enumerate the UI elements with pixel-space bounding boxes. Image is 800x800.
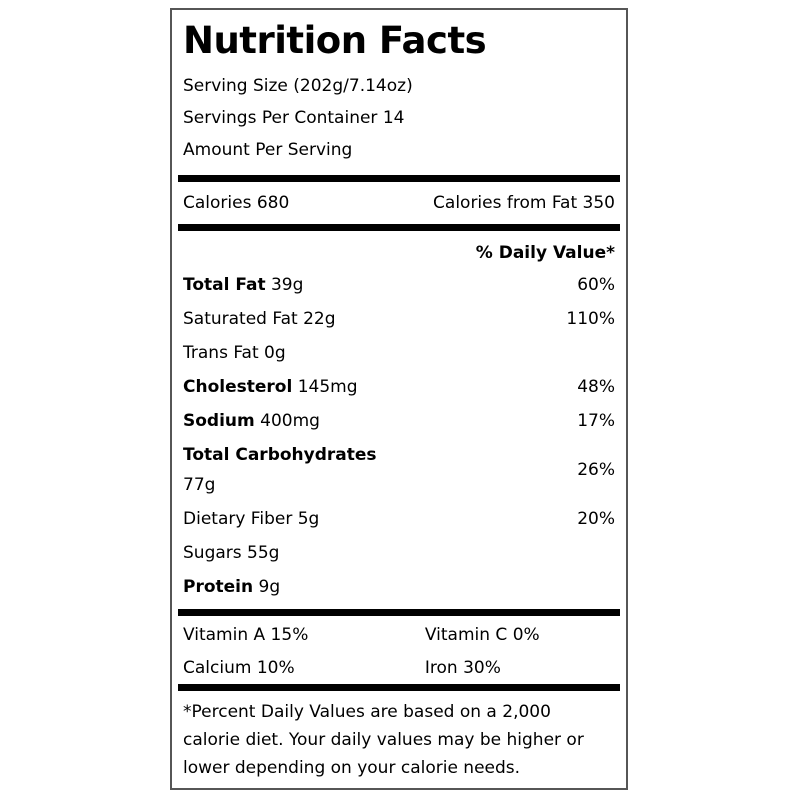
nutrient-row-total-fat: Total Fat 39g 60% [183,268,615,302]
nutrient-name: Total Carbohydrates [183,445,377,465]
separator-bar [178,609,620,616]
nutrient-daily-value: 110% [566,309,615,329]
nutrient-label: Sugars 55g [183,543,615,563]
nutrient-amount: 55g [247,543,280,563]
nutrient-name: Sugars [183,543,242,563]
separator-bar [178,684,620,691]
nutrient-name: Saturated Fat [183,309,298,329]
nutrient-amount: 39g [270,275,304,295]
nutrient-label: Trans Fat 0g [183,343,615,363]
nutrient-row-dietary-fiber: Dietary Fiber 5g 20% [183,502,615,536]
nutrient-name: Sodium [183,411,255,431]
nutrient-amount: 145mg [297,377,358,397]
vitamin-c-value: Vitamin C 0% [424,625,540,645]
vitamins-grid: Vitamin A 15% Vitamin C 0% Calcium 10% I… [183,616,615,684]
vitamin-a-value: Vitamin A 15% [183,625,309,645]
footnote-line: *Percent Daily Values are based on a 2,0… [183,702,551,722]
nutrient-amount: 77g [183,475,216,495]
daily-value-header: % Daily Value* [475,243,615,263]
separator-bar [178,224,620,231]
separator-bar [178,175,620,182]
nutrition-facts-label: Nutrition Facts Serving Size (202g/7.14o… [170,8,628,790]
nutrient-label: Total Fat 39g [183,275,577,295]
nutrient-row-protein: Protein 9g [183,570,615,604]
nutrient-amount: 0g [264,343,286,363]
nutrient-name: Total Fat [183,275,266,295]
nutrient-amount: 22g [303,309,336,329]
calories-value: Calories 680 [183,193,290,213]
nutrient-amount: 400mg [260,411,320,431]
nutrient-row-cholesterol: Cholesterol 145mg 48% [183,370,615,404]
daily-value-footnote: *Percent Daily Values are based on a 2,0… [183,691,615,782]
serving-size-line: Serving Size (202g/7.14oz) [183,76,413,96]
nutrient-amount: 9g [258,577,281,597]
nutrient-name: Protein [183,577,254,597]
nutrient-daily-value: 26% [577,460,615,480]
nutrient-daily-value: 17% [577,411,615,431]
nutrient-daily-value: 60% [577,275,615,295]
nutrient-row-sugars: Sugars 55g [183,536,615,570]
nutrient-row-trans-fat: Trans Fat 0g [183,336,615,370]
nutrient-row-sodium: Sodium 400mg 17% [183,404,615,438]
nutrient-daily-value: 48% [577,377,615,397]
footnote-line: lower depending on your calorie needs. [183,758,521,778]
amount-per-serving-line: Amount Per Serving [183,140,353,160]
nutrient-name: Dietary Fiber [183,509,293,529]
footnote-line: calorie diet. Your daily values may be h… [183,730,584,750]
nutrient-row-saturated-fat: Saturated Fat 22g 110% [183,302,615,336]
nutrient-label: Saturated Fat 22g [183,309,566,329]
nutrient-label: Sodium 400mg [183,411,577,431]
label-title: Nutrition Facts [183,19,487,62]
iron-value: Iron 30% [424,658,501,678]
nutrient-name: Cholesterol [183,377,293,397]
nutrient-label: Dietary Fiber 5g [183,509,577,529]
calcium-value: Calcium 10% [183,658,295,678]
calories-row: Calories 680 Calories from Fat 350 [183,182,615,224]
nutrient-amount: 5g [297,509,320,529]
nutrient-label: Total Carbohydrates 77g [183,445,577,495]
nutrient-name: Trans Fat [183,343,259,363]
servings-per-container-line: Servings Per Container 14 [183,108,405,128]
nutrient-label: Cholesterol 145mg [183,377,577,397]
nutrient-daily-value: 20% [577,509,615,529]
calories-from-fat-value: Calories from Fat 350 [433,193,615,213]
nutrient-label: Protein 9g [183,577,615,597]
nutrient-row-total-carbohydrates: Total Carbohydrates 77g 26% [183,438,615,502]
